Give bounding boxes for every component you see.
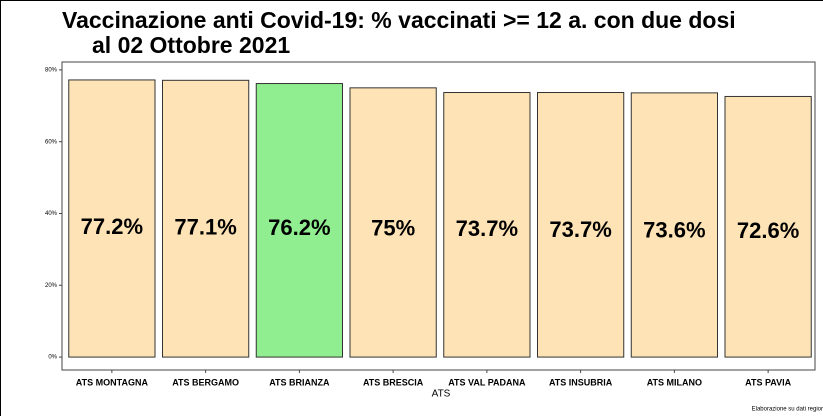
value-label: 75% xyxy=(371,216,415,241)
bar xyxy=(349,87,437,358)
x-tick-label: ATS VAL PADANA xyxy=(448,377,526,387)
x-tick-label: ATS INSUBRIA xyxy=(549,377,613,387)
value-label: 77.2% xyxy=(81,214,143,239)
chart-title: al 02 Ottobre 2021 xyxy=(92,32,290,58)
x-tick-label: ATS BERGAMO xyxy=(172,377,239,387)
chart-title: Vaccinazione anti Covid-19: % vaccinati … xyxy=(62,7,736,33)
y-tick-label: 20% xyxy=(45,283,58,289)
bar xyxy=(630,92,718,358)
bar xyxy=(724,95,812,358)
plot-frame xyxy=(61,61,816,371)
bar xyxy=(537,92,625,358)
value-label: 77.1% xyxy=(174,214,236,239)
value-label: 73.7% xyxy=(549,217,611,242)
x-tick-label: ATS MONTAGNA xyxy=(76,377,149,387)
bar xyxy=(255,83,343,358)
y-tick-label: 60% xyxy=(45,139,58,145)
x-axis-label: ATS xyxy=(432,389,451,400)
x-tick-label: ATS MILANO xyxy=(647,377,702,387)
x-tick-label: ATS BRESCIA xyxy=(363,377,424,387)
value-label: 73.6% xyxy=(643,217,705,242)
value-label: 72.6% xyxy=(737,218,799,243)
y-tick-label: 0% xyxy=(48,355,57,361)
x-tick-label: ATS PAVIA xyxy=(745,377,792,387)
value-label: 76.2% xyxy=(268,215,330,240)
bar xyxy=(68,79,156,358)
x-tick-label: ATS BRIANZA xyxy=(269,377,330,387)
source-note: Elaborazione su dati regior xyxy=(752,407,823,413)
value-label: 73.7% xyxy=(456,216,518,241)
y-tick-label: 80% xyxy=(45,67,58,73)
y-tick-label: 40% xyxy=(45,211,58,217)
bar xyxy=(443,92,531,358)
bar xyxy=(162,79,250,358)
